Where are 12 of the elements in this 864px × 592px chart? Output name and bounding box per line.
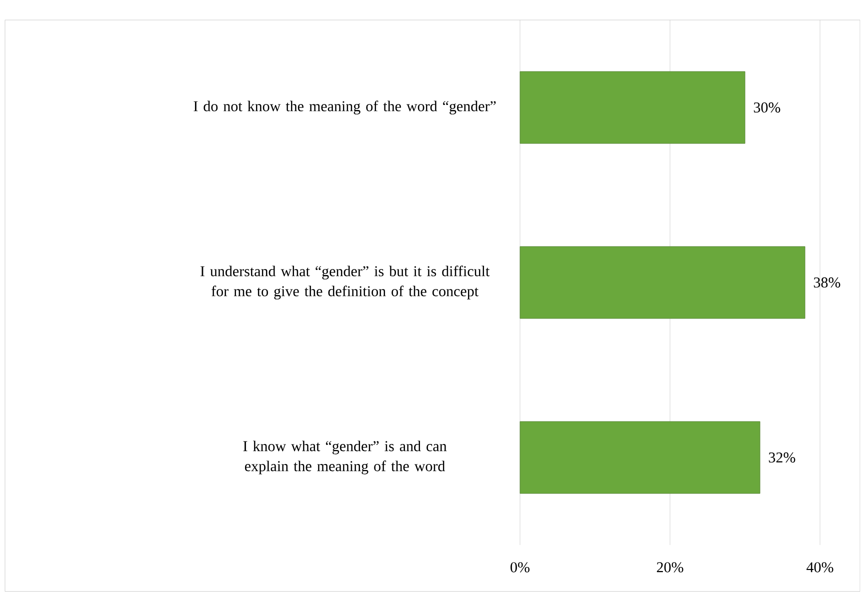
x-tick-label: 20%: [656, 562, 684, 572]
y-tick-label: I know what “gender” is and can explain the meaning of the word: [243, 440, 447, 474]
x-tick-label: 0%: [510, 562, 530, 572]
bar: [520, 246, 806, 319]
x-tick-label: 40%: [806, 562, 834, 572]
data-label: 38%: [814, 277, 840, 288]
data-label: 30%: [754, 102, 780, 113]
data-label: 32%: [768, 452, 796, 463]
bar: [520, 421, 760, 494]
bar: [520, 71, 746, 144]
y-tick-label: I do not know the meaning of the word “gender”: [194, 100, 496, 114]
y-tick-label: I understand what “gender” is but it is difficult for me to give the definition of the concept: [200, 266, 490, 300]
